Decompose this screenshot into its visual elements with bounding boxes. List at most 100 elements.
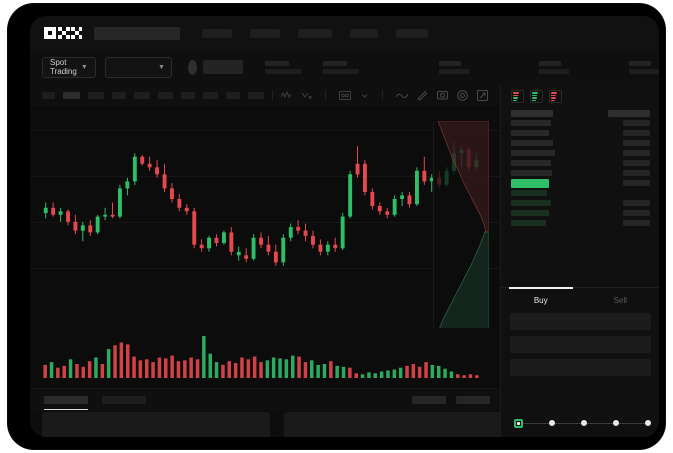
toolbar-divider: [272, 90, 273, 100]
toolbar-divider: [325, 90, 326, 100]
timeframe-chip-9[interactable]: [226, 91, 240, 99]
stepper-step-2[interactable]: [549, 420, 555, 426]
market-subheader: Spot Trading ▼ ▼: [30, 50, 659, 85]
camera-icon[interactable]: [437, 90, 448, 100]
trading-mode-label: Spot Trading: [50, 58, 77, 76]
gridline: [30, 130, 659, 131]
nav-item-2[interactable]: [250, 28, 280, 38]
bids-icon[interactable]: [530, 90, 543, 103]
stepper-step-5[interactable]: [645, 420, 651, 426]
stat-item: [265, 60, 301, 74]
bottom-action-1[interactable]: [412, 396, 446, 404]
gridline: [30, 268, 659, 269]
chevron-down-icon[interactable]: [360, 91, 369, 100]
bid-amount: [623, 210, 650, 216]
toolbar-divider: [382, 90, 383, 100]
stat-label: [439, 60, 461, 66]
order-price-field[interactable]: [510, 313, 651, 330]
volume-bar-series: [43, 336, 479, 378]
timeframe-chip-2[interactable]: [63, 91, 80, 99]
orderbook-bid-row[interactable]: [511, 218, 659, 228]
tab-buy[interactable]: Buy: [501, 287, 581, 312]
orderbook-panel: Buy Sell: [500, 84, 659, 437]
buy-sell-tabs: Buy Sell: [501, 287, 659, 312]
orderbook-col-amount: [608, 109, 650, 117]
ask-amount: [623, 170, 650, 176]
stat-label: [265, 60, 289, 66]
timeframe-chip-7[interactable]: [181, 91, 195, 99]
bid-price: [511, 200, 551, 206]
asks-icon[interactable]: [549, 90, 562, 103]
eraser-icon[interactable]: [417, 90, 428, 101]
orderbook-bid-row[interactable]: [511, 198, 659, 208]
stat-label: [629, 60, 651, 66]
target-icon[interactable]: [457, 89, 468, 101]
bottom-panel-2[interactable]: [284, 412, 512, 437]
stat-item: [539, 60, 569, 74]
bid-price: [511, 190, 547, 196]
bottom-tab-bar: [30, 388, 500, 411]
bid-price: [511, 210, 549, 216]
orderbook-ask-row[interactable]: [511, 138, 659, 148]
stat-label: [323, 60, 347, 66]
order-total-field[interactable]: [510, 359, 651, 376]
nav-item-4[interactable]: [350, 28, 378, 38]
line-chart-icon[interactable]: [396, 91, 408, 100]
nav-item-1[interactable]: [202, 28, 232, 38]
orderbook-ask-row[interactable]: [511, 168, 659, 178]
okx-logo[interactable]: [44, 27, 82, 39]
orderbook-ask-row[interactable]: [511, 158, 659, 168]
bid-amount: [623, 220, 650, 226]
stepper-step-4[interactable]: [613, 420, 619, 426]
settings-icon[interactable]: [339, 90, 351, 100]
bottom-tab-label: [44, 396, 88, 404]
timeframe-chip-8[interactable]: [203, 91, 218, 99]
bottom-panels: [30, 412, 512, 437]
ask-price: [511, 140, 553, 146]
timeframe-chip-5[interactable]: [134, 91, 150, 99]
timeframe-chip-4[interactable]: [112, 91, 126, 99]
device-frame: Spot Trading ▼ ▼: [8, 4, 665, 449]
orderbook-ask-row[interactable]: [511, 148, 659, 158]
bottom-tab-1[interactable]: [44, 396, 88, 410]
pair-select-dropdown[interactable]: ▼: [104, 56, 172, 78]
stepper-step-3[interactable]: [581, 420, 587, 426]
current-amount: [623, 180, 650, 186]
ask-amount: [623, 150, 650, 156]
bottom-panel-1[interactable]: [42, 412, 270, 437]
stat-value: [629, 68, 659, 74]
orderbook-bid-row[interactable]: [511, 188, 659, 198]
compare-icon[interactable]: [301, 91, 312, 100]
bottom-tab-label: [102, 396, 146, 404]
tab-sell[interactable]: Sell: [581, 288, 660, 312]
orderbook-col-price: [511, 109, 553, 117]
device-screen: Spot Trading ▼ ▼: [30, 16, 659, 437]
stat-item: [323, 60, 359, 74]
volume-chart: [30, 328, 500, 388]
trading-mode-select[interactable]: Spot Trading ▼: [42, 56, 96, 78]
stat-label: [539, 60, 561, 66]
indicator-icon[interactable]: [281, 90, 292, 100]
pair-name: [202, 60, 243, 74]
both-icon[interactable]: [511, 90, 524, 103]
orderbook-ask-row[interactable]: [511, 128, 659, 138]
nav-item-3[interactable]: [298, 28, 332, 38]
orderbook-ask-row[interactable]: [511, 118, 659, 128]
timeframe-chip-3[interactable]: [88, 91, 104, 99]
order-amount-field[interactable]: [510, 336, 651, 353]
nav-item-5[interactable]: [396, 28, 428, 38]
bottom-tab-2[interactable]: [102, 396, 146, 404]
bid-amount: [623, 190, 650, 196]
timeframe-chip-1[interactable]: [42, 91, 55, 99]
timeframe-chip-10[interactable]: [248, 91, 264, 99]
search-input[interactable]: [94, 26, 180, 40]
fullscreen-icon[interactable]: [477, 89, 488, 101]
orderbook-bid-row[interactable]: [511, 208, 659, 218]
bid-price: [511, 220, 546, 226]
orderbook-current-price-row[interactable]: [511, 178, 659, 188]
stepper-step-1[interactable]: [514, 418, 523, 428]
bottom-actions: [412, 396, 490, 404]
ask-price: [511, 150, 555, 156]
timeframe-chip-6[interactable]: [158, 91, 173, 99]
bottom-action-2[interactable]: [456, 396, 490, 404]
